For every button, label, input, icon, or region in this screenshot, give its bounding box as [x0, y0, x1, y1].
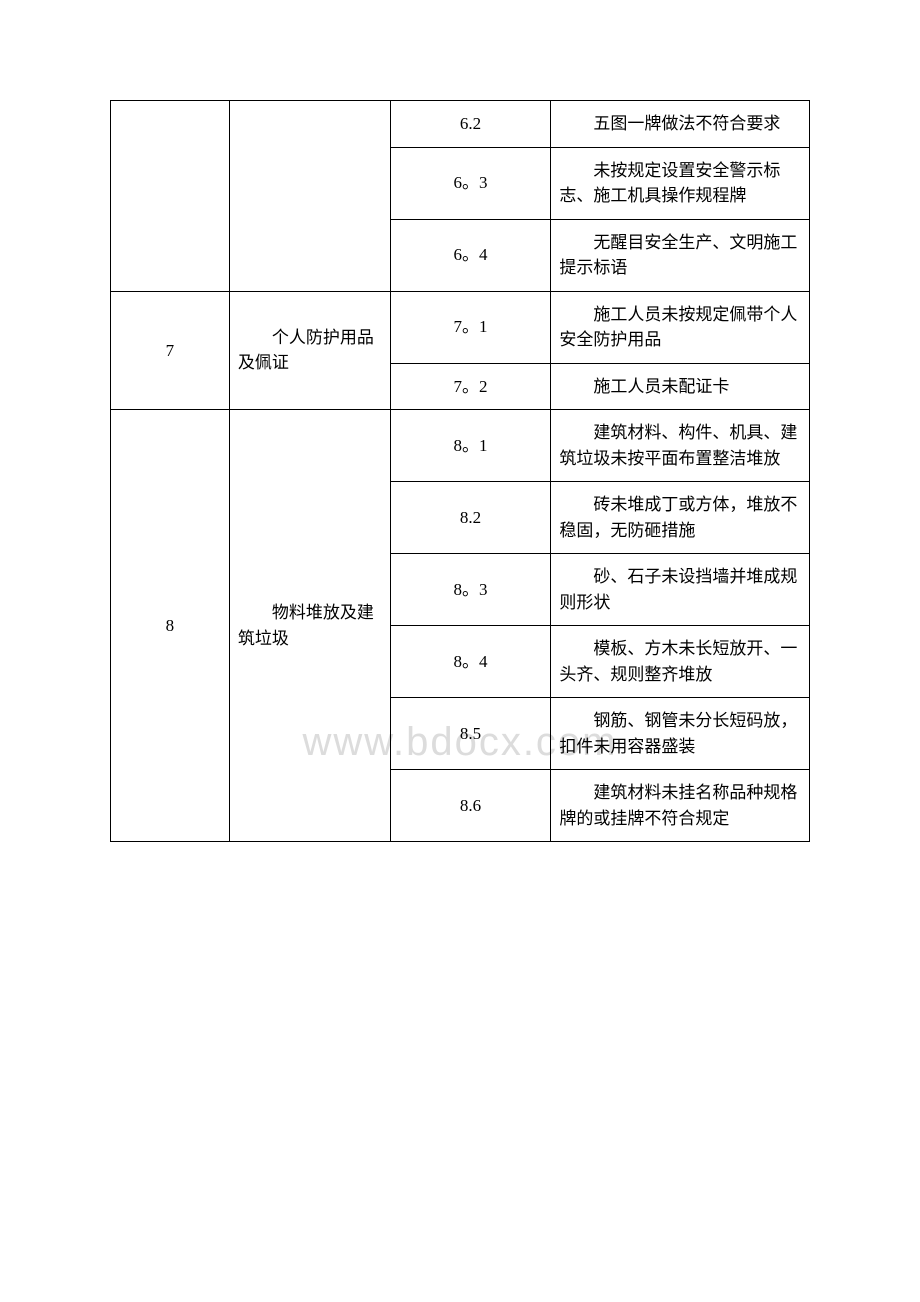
cell-num [111, 101, 230, 292]
cell-description: 未按规定设置安全警示标志、施工机具操作规程牌 [551, 147, 810, 219]
table-body: 6.2五图一牌做法不符合要求6。3未按规定设置安全警示标志、施工机具操作规程牌6… [111, 101, 810, 842]
cell-id: 8.5 [390, 698, 551, 770]
cell-description: 砖未堆成丁或方体，堆放不稳固，无防砸措施 [551, 482, 810, 554]
cell-description: 模板、方木未长短放开、一头齐、规则整齐堆放 [551, 626, 810, 698]
cell-id: 8。1 [390, 410, 551, 482]
cell-num: 7 [111, 291, 230, 410]
table-row: 6.2五图一牌做法不符合要求 [111, 101, 810, 148]
cell-category: 物料堆放及建筑垃圾 [229, 410, 390, 842]
cell-category [229, 101, 390, 292]
cell-id: 8.6 [390, 770, 551, 842]
table-row: 7个人防护用品及佩证7。1施工人员未按规定佩带个人安全防护用品 [111, 291, 810, 363]
data-table: 6.2五图一牌做法不符合要求6。3未按规定设置安全警示标志、施工机具操作规程牌6… [110, 100, 810, 842]
table-row: 8物料堆放及建筑垃圾8。1建筑材料、构件、机具、建筑垃圾未按平面布置整洁堆放 [111, 410, 810, 482]
cell-description: 施工人员未配证卡 [551, 363, 810, 410]
cell-description: 砂、石子未设挡墙并堆成规则形状 [551, 554, 810, 626]
cell-description: 五图一牌做法不符合要求 [551, 101, 810, 148]
cell-id: 6。3 [390, 147, 551, 219]
cell-description: 建筑材料、构件、机具、建筑垃圾未按平面布置整洁堆放 [551, 410, 810, 482]
cell-num: 8 [111, 410, 230, 842]
page-container: www.bdocx.com 6.2五图一牌做法不符合要求6。3未按规定设置安全警… [110, 100, 810, 842]
cell-description: 钢筋、钢管未分长短码放，扣件未用容器盛装 [551, 698, 810, 770]
cell-description: 建筑材料未挂名称品种规格牌的或挂牌不符合规定 [551, 770, 810, 842]
table-wrapper: 6.2五图一牌做法不符合要求6。3未按规定设置安全警示标志、施工机具操作规程牌6… [110, 100, 810, 842]
cell-id: 8。3 [390, 554, 551, 626]
cell-id: 6。4 [390, 219, 551, 291]
cell-id: 7。2 [390, 363, 551, 410]
cell-category: 个人防护用品及佩证 [229, 291, 390, 410]
cell-id: 8.2 [390, 482, 551, 554]
cell-id: 8。4 [390, 626, 551, 698]
cell-description: 无醒目安全生产、文明施工提示标语 [551, 219, 810, 291]
cell-id: 6.2 [390, 101, 551, 148]
cell-id: 7。1 [390, 291, 551, 363]
cell-description: 施工人员未按规定佩带个人安全防护用品 [551, 291, 810, 363]
